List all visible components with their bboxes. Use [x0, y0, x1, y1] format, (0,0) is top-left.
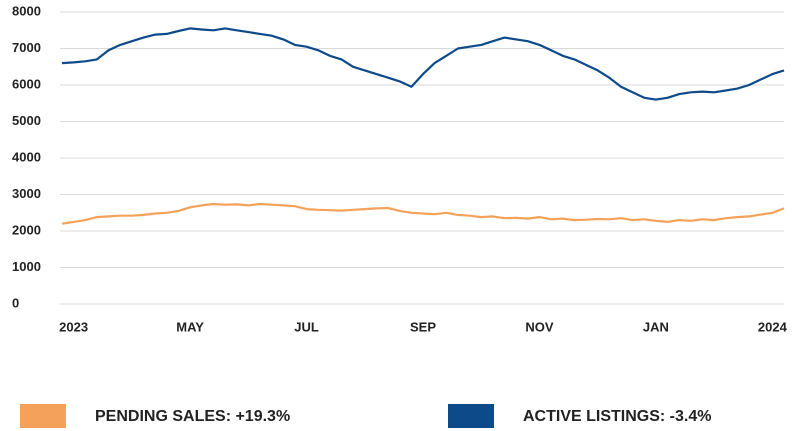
legend-swatch — [20, 404, 66, 428]
y-tick-label: 5000 — [12, 113, 41, 128]
x-tick-label: MAY — [176, 319, 204, 334]
line-series — [61, 27, 785, 101]
y-tick-label: 1000 — [12, 259, 41, 274]
x-tick-label: 2023 — [59, 319, 88, 334]
line-series — [61, 202, 785, 225]
legend-label: ACTIVE LISTINGS: -3.4% — [523, 408, 711, 425]
y-tick-label: 3000 — [12, 186, 41, 201]
y-tick-label: 8000 — [12, 3, 41, 18]
x-tick-label: 2024 — [758, 319, 788, 334]
legend-label: PENDING SALES: +19.3% — [95, 408, 290, 425]
x-tick-label: JUL — [294, 319, 319, 334]
y-tick-label: 4000 — [12, 149, 41, 164]
x-tick-label: NOV — [525, 319, 554, 334]
y-tick-label: 7000 — [12, 40, 41, 55]
legend-swatch — [448, 404, 494, 428]
y-tick-label: 6000 — [12, 76, 41, 91]
y-tick-label: 0 — [12, 295, 19, 310]
x-tick-label: SEP — [410, 319, 436, 334]
y-tick-label: 2000 — [12, 222, 41, 237]
x-tick-label: JAN — [643, 319, 669, 334]
